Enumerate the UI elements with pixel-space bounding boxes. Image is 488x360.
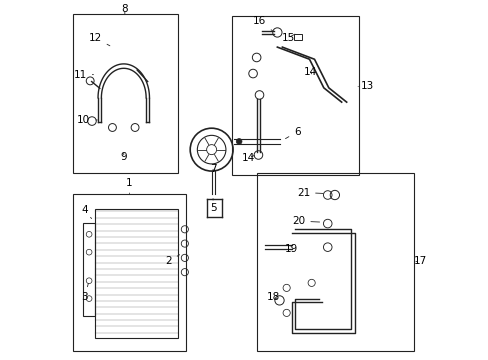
- Text: 10: 10: [77, 115, 97, 125]
- Circle shape: [236, 139, 242, 144]
- Text: 14: 14: [242, 153, 255, 163]
- Text: 4: 4: [81, 205, 91, 219]
- Bar: [73, 194, 185, 351]
- Text: 16: 16: [252, 16, 272, 31]
- Text: 13: 13: [357, 81, 374, 91]
- Text: 18: 18: [266, 292, 280, 302]
- Text: 7: 7: [209, 164, 216, 174]
- Text: 11: 11: [73, 69, 93, 80]
- Text: 1: 1: [126, 177, 133, 194]
- Bar: [257, 173, 413, 351]
- Bar: [231, 16, 358, 175]
- Text: 17: 17: [413, 256, 426, 266]
- Text: 20: 20: [292, 216, 319, 226]
- Text: 14: 14: [304, 67, 317, 77]
- Text: 6: 6: [285, 127, 300, 139]
- Bar: [83, 223, 95, 316]
- Bar: [293, 33, 302, 40]
- Text: 12: 12: [88, 33, 110, 46]
- Bar: [73, 14, 178, 173]
- Text: 9: 9: [120, 153, 127, 162]
- Text: 15: 15: [281, 33, 294, 43]
- Bar: [95, 208, 178, 338]
- Text: 3: 3: [81, 283, 88, 302]
- Text: 8: 8: [122, 4, 128, 14]
- Text: 19: 19: [285, 244, 298, 253]
- Text: 21: 21: [296, 188, 323, 198]
- Text: 5: 5: [209, 199, 216, 213]
- Text: 2: 2: [165, 255, 179, 266]
